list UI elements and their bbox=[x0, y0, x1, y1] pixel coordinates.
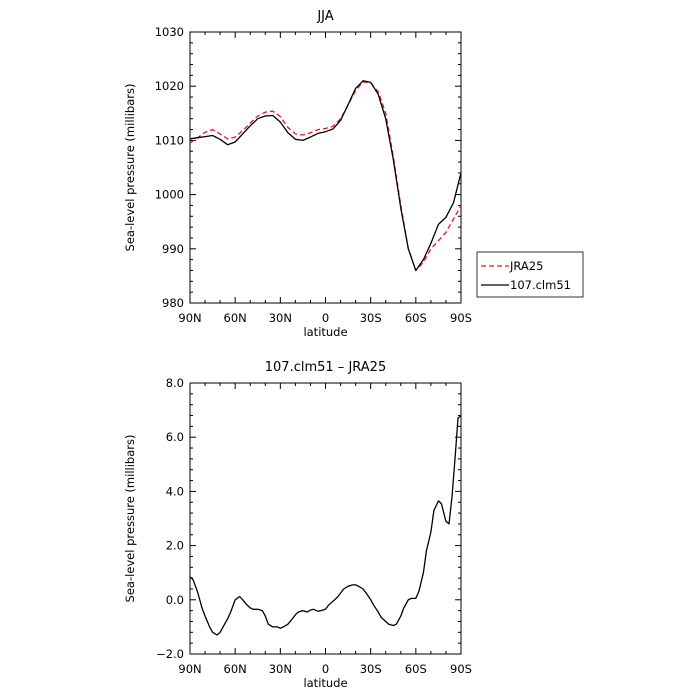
x-tick-label: 90S bbox=[450, 311, 472, 325]
x-tick-label: 60N bbox=[224, 662, 247, 676]
y-tick-label: 8.0 bbox=[166, 376, 184, 390]
x-tick-label: 90N bbox=[178, 311, 201, 325]
series-line-107-clm51 bbox=[189, 80, 462, 272]
chart-panel-1: JJA 90N 60N 30N 0 30S 60S 90S 980 990 1000 1010 1020… bbox=[123, 9, 584, 339]
x-tick-label: 0 bbox=[322, 662, 329, 676]
y-tick-label: 6.0 bbox=[166, 430, 184, 444]
legend-label: JRA25 bbox=[509, 259, 543, 273]
x-tick-label: 30S bbox=[360, 311, 382, 325]
y-tick-label: 980 bbox=[162, 296, 184, 310]
x-tick-label: 60S bbox=[405, 662, 427, 676]
y-axis-label: Sea-level pressure (millibars) bbox=[123, 435, 137, 603]
x-tick-label: 0 bbox=[322, 311, 329, 325]
y-tick-label: −2.0 bbox=[156, 647, 184, 661]
x-tick-label: 60S bbox=[405, 311, 427, 325]
y-tick-label: 2.0 bbox=[166, 539, 184, 553]
x-tick-label: 90S bbox=[450, 662, 472, 676]
y-tick-label: 4.0 bbox=[166, 484, 184, 498]
x-tick-label: 30N bbox=[269, 662, 292, 676]
x-tick-label: 90N bbox=[178, 662, 201, 676]
y-axis-label: Sea-level pressure (millibars) bbox=[123, 84, 137, 252]
series-line-diff bbox=[189, 415, 462, 636]
x-axis-label: latitude bbox=[303, 676, 347, 690]
chart-title: JJA bbox=[316, 9, 333, 24]
y-tick-label: 1010 bbox=[155, 133, 184, 147]
y-tick-label: 1000 bbox=[155, 188, 184, 202]
y-tick-label: 1030 bbox=[155, 25, 184, 39]
x-axis-label: latitude bbox=[303, 325, 347, 339]
y-tick-label: 990 bbox=[162, 242, 184, 256]
y-tick-label: 0.0 bbox=[166, 593, 184, 607]
x-tick-label: 60N bbox=[224, 311, 247, 325]
y-tick-label: 1020 bbox=[155, 79, 184, 93]
x-tick-label: 30S bbox=[360, 662, 382, 676]
chart-panel-2: 107.clm51 – JRA25 90N 60N 30N 0 30S 60S 90S −2.0… bbox=[123, 360, 472, 690]
x-tick-label: 30N bbox=[269, 311, 292, 325]
series-line-jra25 bbox=[189, 81, 462, 272]
legend: JRA25 107.clm51 bbox=[476, 251, 584, 298]
chart-title: 107.clm51 – JRA25 bbox=[265, 360, 386, 375]
plot-frame bbox=[189, 31, 462, 304]
legend-box bbox=[476, 251, 584, 298]
legend-label: 107.clm51 bbox=[510, 278, 571, 292]
